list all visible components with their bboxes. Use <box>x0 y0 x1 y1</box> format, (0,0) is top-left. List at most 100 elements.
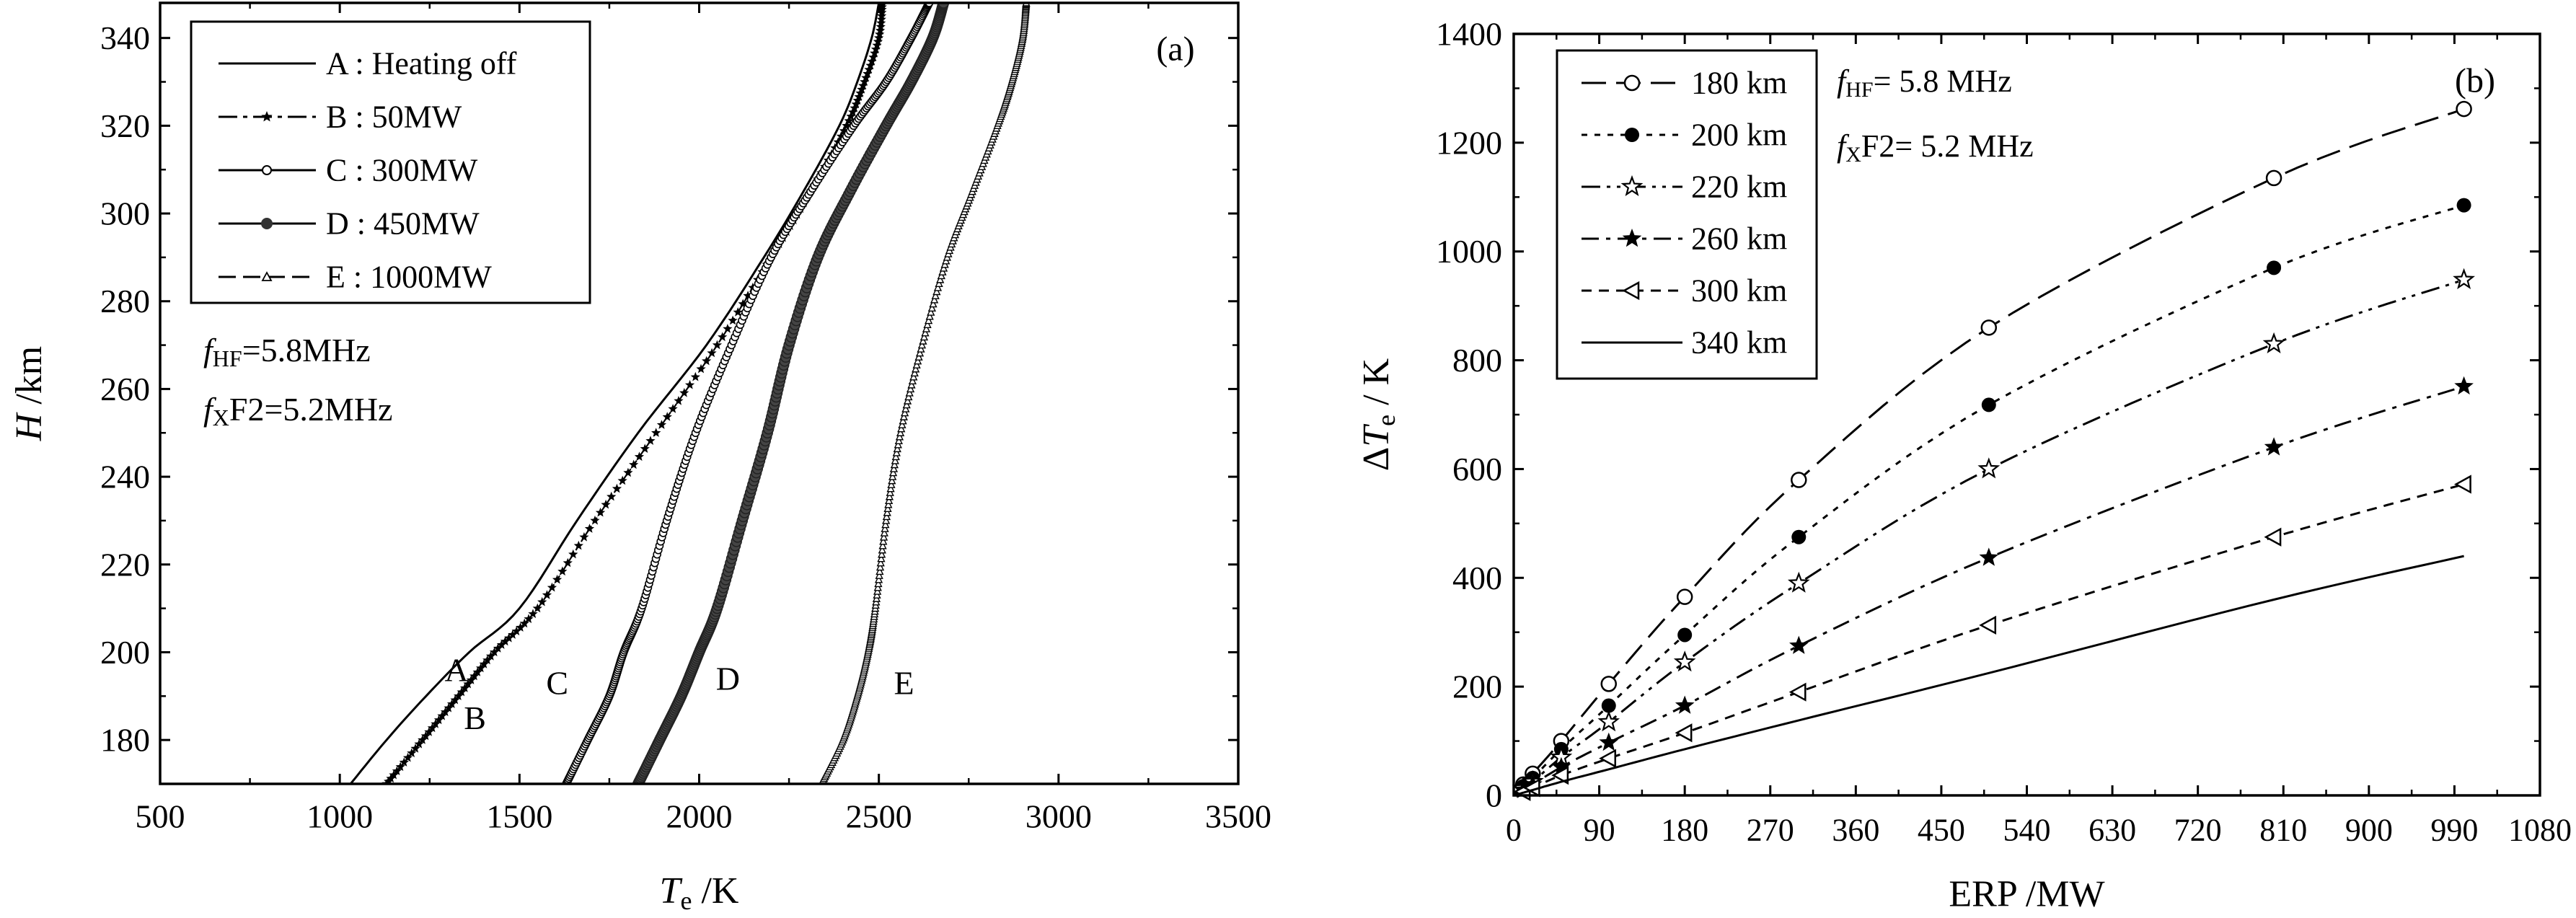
series-point-4 <box>1599 749 1617 768</box>
y-axis-title-unit: /km <box>9 346 50 414</box>
series-B-point <box>528 609 538 619</box>
legend-b-marker-0 <box>1623 74 1641 92</box>
series-point-0 <box>1676 588 1693 605</box>
y-axis-title: ΔTe / K <box>1356 358 1401 471</box>
x-tick-label: 270 <box>1747 813 1794 848</box>
curve-label-D: D <box>716 660 740 697</box>
series-point-1 <box>1791 529 1807 544</box>
legend-a-marker-B <box>261 111 273 122</box>
series-B-point <box>446 699 457 708</box>
series-B-point <box>466 675 476 684</box>
curve-label-C: C <box>546 665 568 702</box>
x-tick-label: 500 <box>136 798 185 835</box>
annotation-a-sub: HF <box>213 345 242 371</box>
series-E-point <box>919 332 929 341</box>
series-point-3 <box>1599 732 1619 751</box>
x-tick-label: 810 <box>2259 813 2307 848</box>
series-B-point <box>595 507 606 517</box>
y-tick-label: 320 <box>100 107 150 144</box>
series-E-point <box>937 270 945 280</box>
series-B-point <box>399 757 409 767</box>
series-E-point <box>887 480 896 488</box>
legend-b: 180 km 200 km 220 km 260 km 300 km 340 km <box>1556 49 1818 380</box>
series-B-point <box>456 687 467 697</box>
series-E-point <box>884 495 894 504</box>
series-E-point <box>881 519 890 529</box>
series-point-0 <box>1980 319 1998 336</box>
series-E-point <box>912 360 921 368</box>
series-E-point <box>877 550 886 558</box>
series-B-point <box>852 95 863 105</box>
series-B-point <box>552 574 563 584</box>
y-tick-label: 340 <box>100 19 150 56</box>
series-point-4 <box>1979 615 1997 635</box>
series-E-point <box>900 408 909 417</box>
series-B-point <box>463 679 473 689</box>
x-tick-label: 540 <box>2003 813 2051 848</box>
series-B-point <box>532 603 542 613</box>
y-tick-label: 800 <box>1452 342 1502 379</box>
series-B-point <box>395 762 405 772</box>
series-E-point <box>936 275 945 283</box>
series-E-point <box>878 541 887 550</box>
series-E-point <box>886 487 894 496</box>
curve-label-E: E <box>894 665 914 702</box>
legend-b-label-4: 300 km <box>1691 273 1787 309</box>
series-E-point <box>931 291 940 299</box>
series-B-point <box>433 715 444 725</box>
series-B-point <box>459 683 470 692</box>
series-B-point <box>874 32 884 43</box>
panel-a-label: (a) <box>1156 30 1194 69</box>
series-line-3 <box>1513 385 2465 797</box>
series-B-point <box>617 475 627 485</box>
series-B-point <box>469 671 480 681</box>
series-E-point <box>913 356 922 365</box>
panel-a-curves <box>349 3 1031 784</box>
series-point-3 <box>2454 376 2474 395</box>
series-B-point <box>668 404 678 413</box>
annotation-a-0: fHF=5.8MHz <box>203 332 371 372</box>
series-B-point <box>386 773 396 783</box>
series-B-point <box>634 451 645 462</box>
series-point-3 <box>1979 547 1999 566</box>
series-E-point <box>932 286 941 296</box>
y-tick-label: 260 <box>100 371 150 407</box>
series-B-point <box>524 614 534 624</box>
series-E-point <box>938 267 947 275</box>
x-tick-label: 0 <box>1506 813 1522 848</box>
series-B-point <box>645 436 656 445</box>
series-E-point <box>881 524 889 532</box>
series-E-point <box>883 508 891 516</box>
annotation-b-0: fHF= 5.8 MHz <box>1837 63 2012 102</box>
series-point-3 <box>1789 635 1809 654</box>
annotation-a-suffix: F2=5.2MHz <box>229 391 393 428</box>
series-B-point <box>472 667 482 676</box>
series-B-point <box>516 622 526 632</box>
series-E-point <box>899 416 907 425</box>
series-B-point <box>573 540 583 550</box>
series-point-0 <box>1600 676 1618 692</box>
series-E-point <box>898 420 907 428</box>
series-B-point <box>846 111 856 121</box>
series-B-point <box>718 332 728 342</box>
x-tick-label: 3500 <box>1205 798 1271 835</box>
series-B-point <box>851 99 861 109</box>
series-E-point <box>873 583 882 591</box>
series-E-point <box>891 451 900 461</box>
y-tick-label: 240 <box>100 459 150 495</box>
panel-a: 500 1000 1500 2000 2500 3000 3500 180 200 220 240 2… <box>9 1 1271 915</box>
x-tick-label: 1500 <box>486 798 552 835</box>
series-point-2 <box>2262 332 2285 354</box>
series-E-point <box>917 344 925 353</box>
series-point-4 <box>1551 765 1569 785</box>
series-B-point <box>850 103 860 112</box>
x-tick-label: 720 <box>2174 813 2222 848</box>
series-B-point <box>662 412 672 421</box>
x-tick-label: 2000 <box>666 798 733 835</box>
series-B-point <box>743 291 753 300</box>
series-B-point <box>420 731 431 741</box>
legend-a-label-B: B : 50MW <box>326 100 462 135</box>
series-B-point <box>728 315 738 325</box>
series-B-point <box>844 115 854 125</box>
x-tick-label: 630 <box>2088 813 2136 848</box>
